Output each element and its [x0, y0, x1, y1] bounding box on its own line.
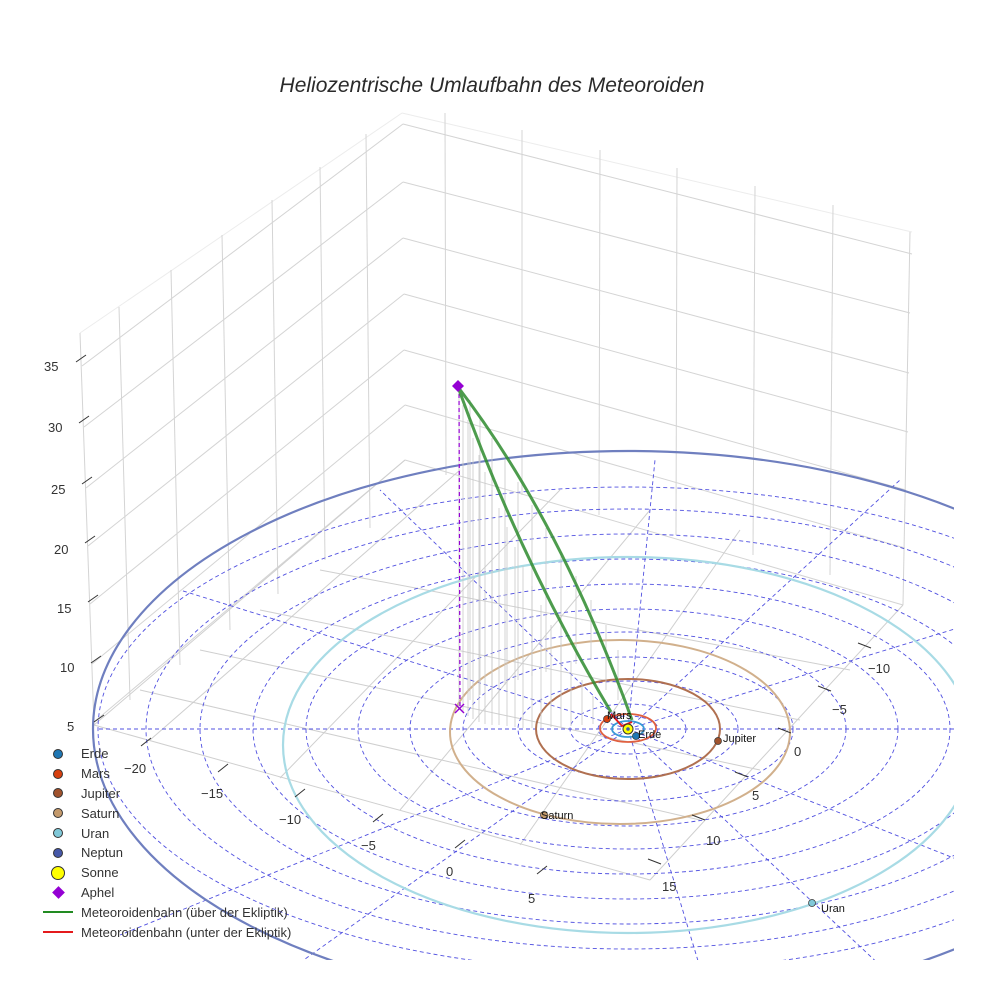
uran-legend-icon — [53, 828, 63, 839]
legend-label: Meteoroidenbahn (über der Ekliptik) — [81, 904, 288, 920]
red-line-legend-icon — [43, 931, 73, 934]
legend-label: Erde — [81, 746, 109, 762]
x-tick-m20: −20 — [124, 761, 146, 776]
legend-label: Meteoroidenbahn (unter der Ekliptik) — [81, 924, 292, 940]
erde-orbit — [611, 720, 645, 738]
aphel-marker[interactable] — [452, 380, 464, 392]
x-axis: −20 −15 −10 −5 0 5 — [124, 737, 548, 906]
erde-legend-icon — [53, 748, 63, 759]
back-grid — [79, 112, 913, 726]
sonne-legend-icon — [51, 865, 65, 880]
orbits — [92, 449, 954, 960]
legend-item-erde[interactable]: Erde — [38, 744, 291, 764]
y-axis: −10 −5 0 5 10 15 — [647, 642, 890, 894]
mars-marker[interactable] — [603, 715, 611, 723]
legend-label: Jupiter — [81, 785, 121, 801]
floor-grid — [93, 459, 904, 881]
jupiter-marker[interactable] — [714, 737, 722, 745]
mars-label: Mars — [607, 710, 632, 722]
aphel-legend-icon — [51, 886, 65, 899]
aphel-projection-marker — [454, 703, 465, 714]
x-tick-0: 0 — [446, 864, 453, 879]
uran-label: Uran — [821, 903, 845, 915]
erde-marker[interactable] — [632, 732, 640, 740]
z-tick-25: 25 — [51, 482, 65, 497]
legend-label: Mars — [81, 766, 110, 782]
sonne-core — [626, 727, 630, 731]
mars-orbit — [599, 713, 657, 743]
meteoroid-orbit-below[interactable] — [610, 713, 633, 728]
drop-lines — [458, 390, 619, 728]
jupiter-label: Jupiter — [723, 733, 756, 745]
green-line-legend-icon — [43, 911, 73, 914]
z-tick-35: 35 — [44, 359, 58, 374]
y-tick-5: 5 — [752, 788, 759, 803]
legend-item-sonne[interactable]: Sonne — [38, 863, 291, 883]
legend-item-uran[interactable]: Uran — [38, 823, 291, 843]
uran-marker[interactable] — [808, 899, 816, 907]
z-tick-30: 30 — [48, 420, 62, 435]
jupiter-legend-icon — [53, 788, 63, 799]
y-tick-m10: −10 — [868, 661, 890, 676]
y-tick-m5: −5 — [832, 702, 847, 717]
saturn-marker[interactable] — [540, 811, 548, 819]
legend-item-orbit-below[interactable]: Meteoroidenbahn (unter der Ekliptik) — [38, 922, 291, 942]
legend-item-mars[interactable]: Mars — [38, 764, 291, 784]
neptun-legend-icon — [53, 847, 63, 858]
legend-label: Saturn — [81, 805, 120, 821]
y-tick-10: 10 — [706, 833, 720, 848]
erde-label: Erde — [638, 729, 661, 741]
legend-item-neptun[interactable]: Neptun — [38, 843, 291, 863]
legend-label: Neptun — [81, 845, 123, 861]
legend-item-aphel[interactable]: Aphel — [38, 883, 291, 903]
neptun-orbit — [92, 449, 954, 960]
x-tick-5: 5 — [528, 891, 535, 906]
ecliptic-polar-grid — [96, 459, 954, 960]
jupiter-orbit — [535, 678, 721, 780]
x-tick-m5: −5 — [361, 838, 376, 853]
x-tick-m15: −15 — [201, 786, 223, 801]
legend-item-saturn[interactable]: Saturn — [38, 803, 291, 823]
mars-legend-icon — [53, 768, 63, 779]
legend-label: Aphel — [81, 884, 115, 900]
chart-title: Heliozentrische Umlaufbahn des Meteoroid… — [279, 74, 705, 97]
z-tick-15: 15 — [57, 601, 71, 616]
uran-orbit — [282, 555, 954, 935]
y-tick-0: 0 — [794, 744, 801, 759]
legend: Erde Mars Jupiter Saturn Uran Neptun Son… — [38, 744, 291, 942]
legend-item-orbit-above[interactable]: Meteoroidenbahn (über der Ekliptik) — [38, 902, 291, 922]
z-tick-20: 20 — [54, 542, 68, 557]
x-tick-m10: −10 — [279, 812, 301, 827]
legend-label: Uran — [81, 825, 110, 841]
legend-item-jupiter[interactable]: Jupiter — [38, 784, 291, 804]
legend-label: Sonne — [81, 865, 119, 881]
z-axis: 35 30 25 20 15 10 5 — [44, 354, 105, 734]
saturn-orbit — [449, 639, 791, 825]
y-tick-15: 15 — [662, 879, 676, 894]
z-tick-5: 5 — [67, 719, 74, 734]
aphel-projection-line — [458, 386, 461, 709]
saturn-label: Saturn — [541, 810, 573, 822]
saturn-legend-icon — [53, 808, 63, 819]
z-tick-10: 10 — [60, 660, 74, 675]
